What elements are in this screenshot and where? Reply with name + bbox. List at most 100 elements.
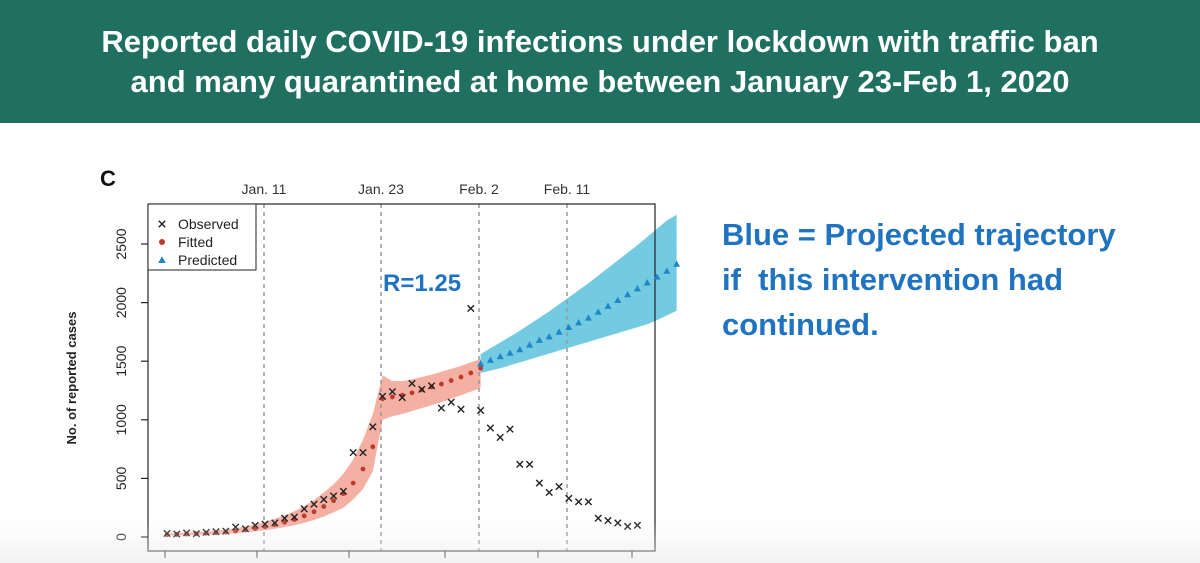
predicted-point <box>526 341 534 348</box>
legend-predicted-marker <box>158 256 166 264</box>
predicted-point <box>624 290 632 298</box>
predicted-point <box>477 360 485 367</box>
observed-point <box>623 522 632 531</box>
observed-point <box>290 513 299 521</box>
observed-point <box>574 498 583 506</box>
predicted-point <box>516 345 524 353</box>
observed-point <box>545 488 553 497</box>
predicted-point <box>565 323 573 331</box>
date-label: Feb. 2 <box>459 181 499 197</box>
observed-point <box>457 405 465 413</box>
observed-point <box>339 487 348 495</box>
predicted-point <box>643 279 651 286</box>
panel-label: C <box>100 166 116 191</box>
legend-fitted-marker <box>159 239 165 245</box>
fitted-point <box>429 384 434 390</box>
predicted-point <box>506 349 514 356</box>
observed-point <box>535 479 544 487</box>
observed-point <box>594 514 602 522</box>
observed-point <box>437 404 446 412</box>
y-tick-label: 1500 <box>113 345 129 376</box>
observed-point <box>320 495 328 504</box>
fitted-point <box>390 394 395 400</box>
y-tick-label: 2000 <box>113 287 129 318</box>
projection-note-line-2: if this intervention had <box>722 262 1064 297</box>
legend-label: Observed <box>178 216 239 232</box>
observed-point <box>604 516 612 525</box>
projection-note-line-3: continued. <box>722 307 879 342</box>
observed-point <box>516 460 524 469</box>
legend-box <box>147 203 257 271</box>
observed-point <box>418 385 426 394</box>
banner-title-line-2: and many quarantined at home between Jan… <box>130 63 1070 99</box>
observed-point <box>300 505 308 513</box>
observed-point <box>447 398 455 406</box>
predicted-point <box>496 353 504 360</box>
observed-point <box>369 423 377 431</box>
fitted-point <box>311 509 317 515</box>
observed-point <box>476 406 485 415</box>
y-axis-label: No. of reported cases <box>64 312 79 445</box>
r-value-annotation: R=1.25 <box>383 270 461 297</box>
observed-point <box>467 304 475 313</box>
observed-point <box>584 498 593 506</box>
observed-point <box>398 393 406 402</box>
predicted-point <box>594 308 602 315</box>
fitted-point <box>439 381 444 387</box>
observed-point <box>525 460 534 469</box>
y-tick-label: 1000 <box>113 404 129 435</box>
predicted-point <box>653 273 661 280</box>
predicted-point <box>535 336 543 343</box>
date-label: Jan. 11 <box>242 181 287 197</box>
title-banner: Reported daily COVID-19 infections under… <box>0 0 1200 123</box>
observed-point <box>633 521 642 529</box>
predicted-point <box>486 356 494 363</box>
projection-note: Blue = Projected trajectory if this inte… <box>722 212 1192 347</box>
predicted-confidence-band <box>480 214 677 373</box>
predicted-point <box>555 328 563 335</box>
fitted-point <box>350 480 356 486</box>
observed-point <box>408 379 416 388</box>
fitted-point <box>301 513 307 519</box>
fitted-point <box>321 504 327 509</box>
predicted-point <box>604 302 612 309</box>
observed-point <box>349 448 357 457</box>
banner-title-line-1: Reported daily COVID-19 infections under… <box>101 23 1099 59</box>
predicted-point <box>584 314 592 321</box>
observed-point <box>378 392 387 401</box>
observed-point <box>329 492 338 500</box>
date-label: Feb. 11 <box>544 181 591 197</box>
y-tick-label: 500 <box>113 467 129 491</box>
observed-point <box>486 424 495 432</box>
legend-observed-marker <box>158 220 166 228</box>
observed-point <box>614 519 622 527</box>
fitted-point <box>448 378 454 383</box>
fitted-point <box>478 365 483 371</box>
covid-cases-chart: Jan. 11 Jan. 23 Feb. 2 Feb. 11 0 500 1000 1500 2… <box>64 181 681 558</box>
fitted-point <box>468 370 474 376</box>
date-label: Jan. 23 <box>358 181 404 197</box>
legend-label: Fitted <box>178 234 213 250</box>
predicted-point <box>545 333 553 340</box>
observed-point <box>496 433 504 442</box>
predicted-point <box>663 267 671 274</box>
observed-point <box>506 425 514 433</box>
observed-point <box>427 382 436 390</box>
fitted-confidence-band <box>167 358 481 536</box>
predicted-point <box>633 285 641 292</box>
observed-point <box>565 494 573 503</box>
fitted-point <box>360 466 366 472</box>
observed-point <box>310 500 318 508</box>
predicted-point <box>614 296 622 304</box>
projection-note-line-1: Blue = Projected trajectory <box>722 217 1116 252</box>
fitted-point <box>370 444 376 450</box>
observed-point <box>555 482 563 491</box>
y-tick-label: 0 <box>113 533 129 541</box>
fitted-point <box>331 498 336 504</box>
fitted-point <box>458 374 464 380</box>
predicted-point <box>673 260 681 267</box>
y-tick-label: 2500 <box>113 228 129 259</box>
fitted-point <box>409 390 415 396</box>
legend-label: Predicted <box>178 252 237 268</box>
observed-point <box>359 448 367 457</box>
